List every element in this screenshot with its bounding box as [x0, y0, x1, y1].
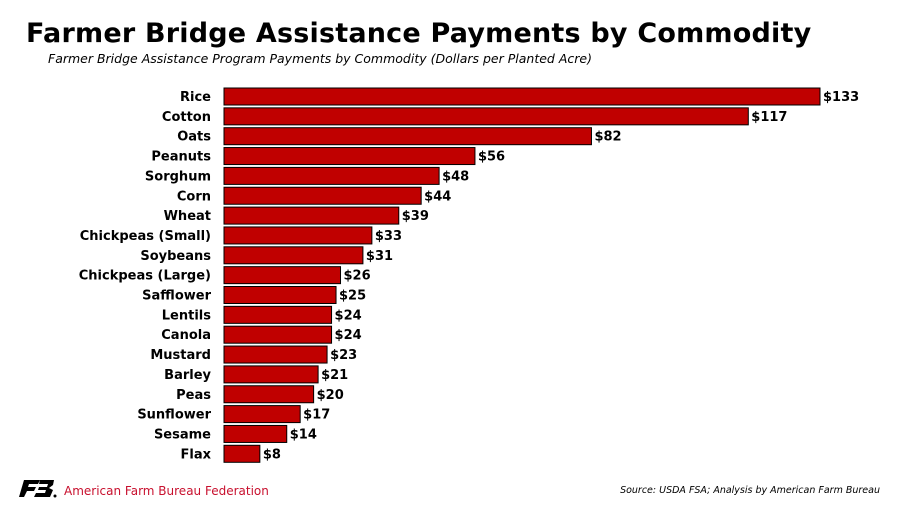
- bar: [223, 147, 476, 166]
- data-label: $17: [303, 408, 330, 423]
- bar: [223, 266, 342, 285]
- data-label: $117: [751, 110, 787, 125]
- category-label: Sunflower: [137, 408, 211, 423]
- bar: [223, 186, 422, 205]
- data-label: $8: [263, 447, 281, 462]
- category-label: Wheat: [164, 209, 211, 224]
- category-label: Sesame: [154, 427, 211, 442]
- bar: [223, 424, 288, 443]
- bar: [223, 127, 592, 146]
- chart-title: Farmer Bridge Assistance Payments by Com…: [26, 18, 812, 49]
- bar: [223, 286, 337, 304]
- data-label: $82: [594, 130, 621, 145]
- category-label: Mustard: [150, 348, 211, 363]
- bar: [223, 305, 333, 324]
- source-note: Source: USDA FSA; Analysis by American F…: [620, 485, 880, 496]
- category-label: Chickpeas (Large): [79, 269, 211, 284]
- category-label: Cotton: [162, 110, 211, 125]
- category-label: Soybeans: [140, 249, 211, 264]
- category-label: Chickpeas (Small): [80, 229, 211, 244]
- bar: [223, 385, 315, 404]
- category-label: Oats: [177, 130, 211, 145]
- bar: [223, 206, 400, 225]
- bar: [223, 325, 333, 344]
- data-label: $56: [478, 150, 505, 165]
- bar: [223, 107, 749, 126]
- data-label: $33: [375, 229, 402, 244]
- data-label: $133: [823, 90, 859, 105]
- data-label: $25: [339, 289, 366, 304]
- data-label: $24: [335, 308, 362, 323]
- data-label: $26: [344, 269, 371, 284]
- data-label: $24: [335, 328, 362, 343]
- category-label: Sorghum: [145, 169, 211, 184]
- bar-chart: Rice $133 Cotton $117 Oats $82 Peanuts $56 Sorgh…: [79, 87, 859, 463]
- category-label: Canola: [161, 328, 211, 343]
- data-label: $31: [366, 249, 393, 264]
- category-label: Barley: [164, 368, 211, 383]
- category-label: Lentils: [162, 308, 211, 323]
- data-label: $21: [321, 368, 348, 383]
- data-label: $14: [290, 427, 317, 442]
- bar: [223, 365, 319, 384]
- category-label: Peas: [176, 388, 211, 403]
- chart-subtitle: Farmer Bridge Assistance Program Payment…: [48, 51, 592, 66]
- organization-name: American Farm Bureau Federation: [64, 484, 269, 498]
- bar: [223, 444, 261, 463]
- data-label: $23: [330, 348, 357, 363]
- data-label: $44: [424, 189, 451, 204]
- category-label: Peanuts: [151, 150, 211, 165]
- bar: [223, 87, 821, 106]
- category-label: Corn: [177, 189, 211, 204]
- data-label: $39: [402, 209, 429, 224]
- category-label: Rice: [180, 90, 211, 105]
- bar: [223, 405, 301, 424]
- category-label: Flax: [181, 447, 212, 462]
- bar: [223, 246, 364, 265]
- afbf-logo-icon: [19, 480, 57, 498]
- data-label: $48: [442, 169, 469, 184]
- bar: [223, 226, 373, 245]
- bar: [223, 166, 440, 185]
- data-label: $20: [317, 388, 344, 403]
- bar: [223, 345, 328, 364]
- category-label: Safflower: [142, 289, 211, 304]
